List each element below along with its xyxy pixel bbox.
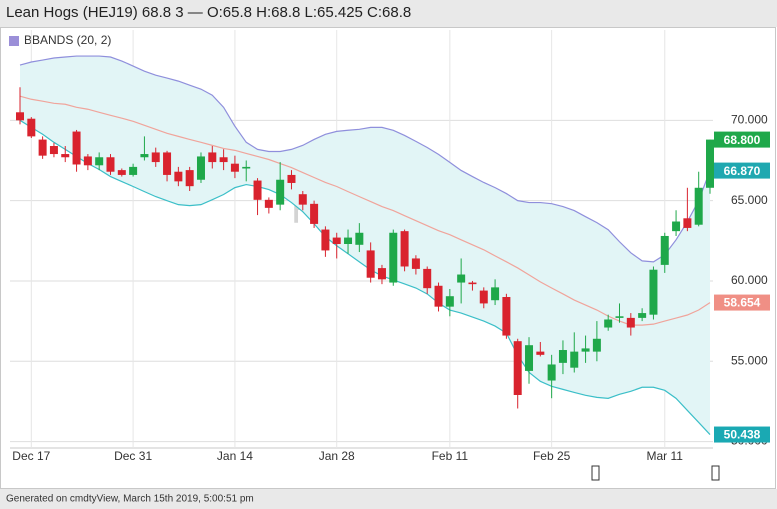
candle-body — [344, 237, 353, 244]
candle-body — [287, 174, 296, 183]
candle-body — [491, 287, 500, 301]
value-label-box — [714, 426, 770, 443]
x-tick-label: Dec 31 — [114, 449, 152, 463]
candle-body — [16, 112, 24, 121]
chart-title: Lean Hogs (HEJ19) 68.8 3 — O:65.8 H:68.8… — [6, 4, 411, 21]
candle-body — [558, 350, 567, 363]
candle-body — [27, 118, 36, 137]
candle-body — [694, 187, 703, 225]
candle-body — [310, 203, 319, 224]
candle-body — [355, 232, 364, 245]
value-label-box — [714, 131, 770, 148]
candle-body — [276, 179, 285, 205]
legend-label: BBANDS (20, 2) — [24, 33, 111, 47]
candle-body — [445, 296, 454, 307]
candle-body — [38, 139, 47, 156]
candle-body — [230, 163, 239, 172]
candle-body — [502, 297, 511, 336]
candle-body — [242, 166, 251, 169]
candle-body — [581, 348, 590, 352]
candle-body — [457, 274, 466, 283]
candle-body — [196, 156, 205, 180]
candle-body — [83, 156, 92, 166]
scroll-handle[interactable] — [711, 465, 720, 481]
candle-body — [525, 345, 534, 371]
candle-body — [106, 157, 115, 172]
candle-body — [536, 351, 545, 355]
scroll-handle[interactable] — [591, 465, 600, 481]
footer-bar — [0, 489, 777, 509]
candle-body — [72, 131, 81, 165]
candle-body — [547, 364, 556, 381]
value-label: 58.654 — [724, 296, 761, 310]
x-tick-label: Jan 28 — [319, 449, 355, 463]
chart-frame — [0, 27, 776, 489]
candle-body — [95, 157, 104, 166]
value-label-box — [714, 162, 770, 179]
candle-body — [434, 285, 443, 307]
x-tick-label: Mar 11 — [647, 449, 684, 463]
candle-body — [479, 290, 488, 304]
candle-body — [683, 218, 692, 228]
candle-body — [377, 268, 386, 280]
band-line — [19, 55, 711, 263]
x-tick-label: Dec 17 — [12, 449, 50, 463]
candle-body — [513, 341, 522, 395]
value-label: 68.800 — [724, 133, 761, 147]
candle-body — [468, 282, 477, 285]
candle-body — [411, 258, 420, 269]
candle-body — [140, 154, 149, 158]
candle-body — [298, 194, 307, 205]
candle-body — [615, 316, 624, 318]
candle-body — [400, 231, 409, 267]
candle-body — [660, 235, 669, 265]
candle-body — [151, 152, 160, 163]
candle-body — [253, 180, 262, 200]
candle-body — [592, 338, 601, 352]
candle-body — [163, 152, 172, 175]
candle-body — [185, 170, 194, 187]
candle-body — [626, 317, 635, 328]
y-tick-label: 60.000 — [731, 273, 768, 287]
footer: Generated on cmdtyView, March 15th 2019,… — [6, 494, 254, 505]
candle-body — [649, 269, 658, 315]
y-tick-label: 70.000 — [731, 112, 768, 126]
value-label-box — [714, 294, 770, 311]
x-tick-label: Feb 11 — [432, 449, 469, 463]
candle-body — [174, 171, 183, 182]
candle-body — [423, 268, 432, 289]
value-label: 66.870 — [724, 164, 761, 178]
x-tick-label: Jan 14 — [217, 449, 253, 463]
header-bar — [0, 0, 777, 27]
candle-body — [49, 146, 58, 155]
candle-body — [219, 157, 228, 163]
candle-body — [672, 221, 681, 232]
candle-body — [321, 229, 330, 251]
x-tick-label: Feb 25 — [533, 449, 571, 463]
y-tick-label: 55.000 — [731, 353, 768, 367]
band-line — [19, 95, 711, 326]
candle-body — [129, 166, 138, 175]
band-fill — [20, 56, 710, 435]
value-label: 50.438 — [724, 428, 761, 442]
y-tick-label: 65.000 — [731, 193, 768, 207]
candle-body — [264, 199, 273, 208]
candle-body — [61, 154, 70, 158]
band-line — [19, 119, 711, 435]
candle-body — [389, 232, 398, 283]
candle-body — [570, 351, 579, 368]
legend-swatch — [9, 36, 19, 46]
candle-body — [366, 250, 375, 278]
candle-body — [604, 319, 613, 328]
candle-body — [638, 313, 647, 318]
candle-body — [208, 152, 217, 163]
candle-body — [706, 139, 714, 188]
candle-body — [117, 170, 126, 175]
candle-body — [332, 237, 341, 244]
